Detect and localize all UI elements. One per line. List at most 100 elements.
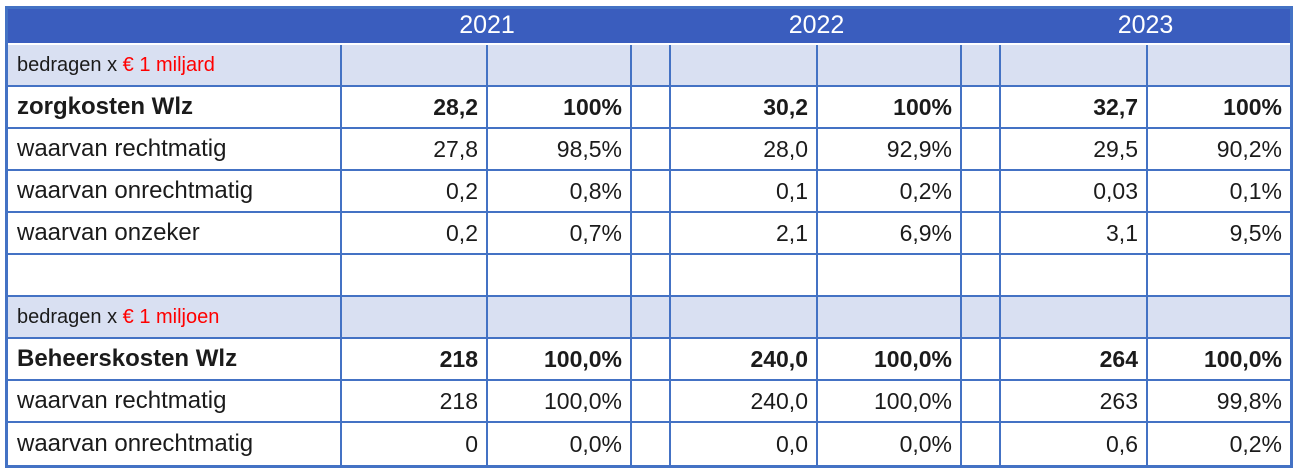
value-cell: 3,1 bbox=[1001, 213, 1148, 255]
empty-cell bbox=[1001, 297, 1148, 339]
value-cell: 28,0 bbox=[671, 129, 818, 171]
spacer-cell bbox=[632, 255, 671, 297]
value-cell: 0,03 bbox=[1001, 171, 1148, 213]
year-label-2021: 2021 bbox=[459, 10, 515, 39]
year-label-2022: 2022 bbox=[788, 10, 845, 39]
percent-cell: 100,0% bbox=[818, 339, 962, 381]
spacer-cell bbox=[632, 171, 671, 213]
empty-cell bbox=[671, 45, 818, 87]
percent-cell: 100,0% bbox=[488, 339, 632, 381]
unit-label: bedragen x € 1 miljoen bbox=[8, 297, 342, 339]
value-cell: 0,6 bbox=[1001, 423, 1148, 465]
empty-cell bbox=[818, 255, 962, 297]
value-cell: 0,2 bbox=[342, 171, 488, 213]
spacer-cell bbox=[632, 213, 671, 255]
percent-cell: 100% bbox=[818, 87, 962, 129]
empty-cell bbox=[818, 297, 962, 339]
row-label: zorgkosten Wlz bbox=[8, 87, 342, 129]
empty-cell bbox=[342, 45, 488, 87]
value-cell: 27,8 bbox=[342, 129, 488, 171]
value-cell: 264 bbox=[1001, 339, 1148, 381]
spacer-cell bbox=[962, 423, 1001, 465]
percent-cell: 92,9% bbox=[818, 129, 962, 171]
header-band: 2021 2022 2023 bbox=[8, 9, 1290, 45]
value-cell: 218 bbox=[342, 381, 488, 423]
empty-cell bbox=[1148, 297, 1290, 339]
empty-cell bbox=[671, 297, 818, 339]
wlz-cost-table: 2021 2022 2023 bedragen x € 1 miljard zo… bbox=[5, 6, 1293, 468]
row-label: waarvan onrechtmatig bbox=[8, 171, 342, 213]
percent-cell: 0,2% bbox=[818, 171, 962, 213]
unit-label-prefix: bedragen x bbox=[17, 53, 123, 76]
empty-cell bbox=[671, 255, 818, 297]
spacer-cell bbox=[632, 381, 671, 423]
percent-cell: 99,8% bbox=[1148, 381, 1290, 423]
spacer-cell bbox=[962, 87, 1001, 129]
empty-cell bbox=[488, 45, 632, 87]
percent-cell: 90,2% bbox=[1148, 129, 1290, 171]
spacer-cell bbox=[632, 423, 671, 465]
spacer-cell bbox=[632, 45, 671, 87]
empty-cell bbox=[1148, 255, 1290, 297]
value-cell: 28,2 bbox=[342, 87, 488, 129]
row-label: waarvan onzeker bbox=[8, 213, 342, 255]
spacer-cell bbox=[632, 297, 671, 339]
unit-label-prefix: bedragen x bbox=[17, 305, 123, 328]
row-label: waarvan rechtmatig bbox=[8, 381, 342, 423]
empty-cell bbox=[1148, 45, 1290, 87]
percent-cell: 100% bbox=[1148, 87, 1290, 129]
spacer-cell bbox=[962, 381, 1001, 423]
percent-cell: 0,7% bbox=[488, 213, 632, 255]
value-cell: 2,1 bbox=[671, 213, 818, 255]
percent-cell: 0,0% bbox=[818, 423, 962, 465]
empty-cell bbox=[342, 255, 488, 297]
value-cell: 0,2 bbox=[342, 213, 488, 255]
spacer-cell bbox=[962, 339, 1001, 381]
value-cell: 0 bbox=[342, 423, 488, 465]
percent-cell: 0,0% bbox=[488, 423, 632, 465]
value-cell: 0,0 bbox=[671, 423, 818, 465]
value-cell: 240,0 bbox=[671, 381, 818, 423]
value-cell: 218 bbox=[342, 339, 488, 381]
row-label: waarvan rechtmatig bbox=[8, 129, 342, 171]
row-label: Beheerskosten Wlz bbox=[8, 339, 342, 381]
unit-label: bedragen x € 1 miljard bbox=[8, 45, 342, 87]
empty-cell bbox=[488, 297, 632, 339]
percent-cell: 100,0% bbox=[488, 381, 632, 423]
row-label: waarvan onrechtmatig bbox=[8, 423, 342, 465]
percent-cell: 6,9% bbox=[818, 213, 962, 255]
percent-cell: 100,0% bbox=[1148, 339, 1290, 381]
percent-cell: 98,5% bbox=[488, 129, 632, 171]
value-cell: 29,5 bbox=[1001, 129, 1148, 171]
value-cell: 263 bbox=[1001, 381, 1148, 423]
empty-cell bbox=[342, 297, 488, 339]
value-cell: 240,0 bbox=[671, 339, 818, 381]
value-cell: 0,1 bbox=[671, 171, 818, 213]
percent-cell: 100,0% bbox=[818, 381, 962, 423]
empty-cell bbox=[1001, 45, 1148, 87]
unit-label-highlight: € 1 miljoen bbox=[122, 305, 220, 328]
empty-cell bbox=[488, 255, 632, 297]
percent-cell: 9,5% bbox=[1148, 213, 1290, 255]
spacer-cell bbox=[962, 297, 1001, 339]
spacer-cell bbox=[632, 129, 671, 171]
spacer-cell bbox=[632, 87, 671, 129]
empty-cell bbox=[8, 255, 342, 297]
percent-cell: 100% bbox=[488, 87, 632, 129]
value-cell: 32,7 bbox=[1001, 87, 1148, 129]
unit-label-highlight: € 1 miljard bbox=[122, 53, 215, 76]
spacer-cell bbox=[962, 255, 1001, 297]
percent-cell: 0,2% bbox=[1148, 423, 1290, 465]
spacer-cell bbox=[962, 171, 1001, 213]
year-label-2023: 2023 bbox=[1117, 10, 1174, 39]
percent-cell: 0,8% bbox=[488, 171, 632, 213]
value-cell: 30,2 bbox=[671, 87, 818, 129]
spacer-cell bbox=[962, 129, 1001, 171]
empty-cell bbox=[818, 45, 962, 87]
percent-cell: 0,1% bbox=[1148, 171, 1290, 213]
spacer-cell bbox=[962, 45, 1001, 87]
spacer-cell bbox=[632, 339, 671, 381]
spacer-cell bbox=[962, 213, 1001, 255]
empty-cell bbox=[1001, 255, 1148, 297]
